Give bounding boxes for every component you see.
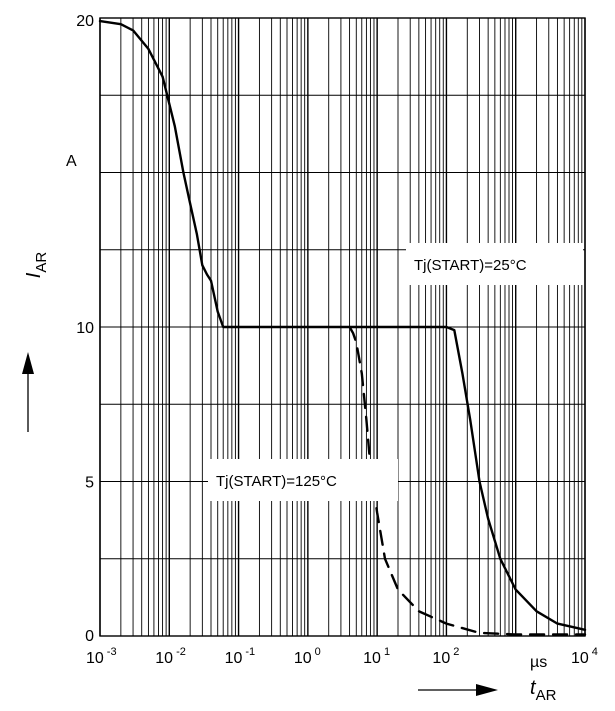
x-tick-label: 10 4 (571, 646, 598, 667)
plot-frame (99, 17, 586, 637)
annotations: Tj(START)=25°C Tj(START)=125°C (208, 243, 583, 501)
x-tick-exponent: 2 (453, 646, 459, 658)
series-line-tj-125c (348, 325, 587, 636)
x-tick-label: 10 -3 (86, 646, 117, 667)
y-axis-label-sub: AR (33, 252, 50, 273)
y-tick-label: 0 (85, 628, 94, 645)
x-tick-label: 10 -2 (155, 646, 186, 667)
x-tick-exponent: -3 (107, 646, 117, 658)
annotation-label: Tj(START)=125°C (216, 473, 337, 490)
x-tick-exponent: -2 (176, 646, 186, 658)
y-tick-label: 20 (76, 13, 94, 30)
x-tick-label: 10 0 (294, 646, 321, 667)
x-unit-label: µs (530, 654, 547, 671)
y-tick-label: 10 (76, 320, 94, 337)
annotation-box (406, 243, 583, 285)
annotation-box (208, 459, 398, 501)
grid (99, 17, 586, 637)
y-axis-label: IAR (23, 252, 50, 279)
series-line-tj-25c (98, 19, 587, 631)
y-tick-label: 5 (85, 475, 94, 492)
x-axis-arrow-head (476, 684, 498, 696)
x-tick-exponent: 1 (384, 646, 390, 658)
x-tick-exponent: 4 (592, 646, 598, 658)
series-group (98, 19, 587, 636)
y-unit-label: A (66, 153, 77, 170)
x-tick-label: 10 2 (432, 646, 459, 667)
annotation-label: Tj(START)=25°C (414, 257, 527, 274)
y-axis-arrow-head (22, 352, 34, 374)
x-axis-label-sub: AR (536, 687, 557, 704)
x-tick-exponent: -1 (245, 646, 255, 658)
x-tick-exponent: 0 (315, 646, 321, 658)
x-tick-label: 10 1 (363, 646, 390, 667)
y-axis-label-main: I (23, 272, 45, 278)
x-tick-label: 10 -1 (225, 646, 256, 667)
x-axis-label: tAR (530, 677, 557, 704)
x-axis-label-main: t (530, 677, 537, 699)
